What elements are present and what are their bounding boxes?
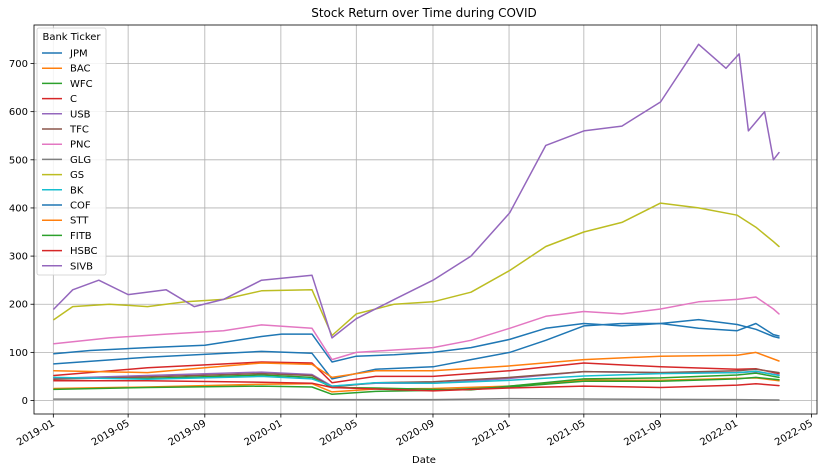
legend-label-hsbc: HSBC bbox=[70, 246, 98, 257]
legend-label-bac: BAC bbox=[70, 64, 91, 75]
series-lines bbox=[53, 43, 780, 401]
y-tick-label: 0 bbox=[22, 396, 28, 407]
y-tick-label: 700 bbox=[9, 59, 28, 70]
series-line-sivb bbox=[53, 43, 780, 339]
series-line-jpm bbox=[53, 318, 780, 363]
legend-label-jpm: JPM bbox=[69, 49, 88, 60]
legend-label-pnc: PNC bbox=[70, 140, 91, 151]
grid bbox=[34, 25, 817, 414]
legend-box bbox=[36, 27, 107, 276]
y-tick-label: 200 bbox=[9, 300, 28, 311]
plot-area-frame bbox=[33, 24, 818, 415]
legend: Bank Ticker JPM BAC WFC C USB TFC PNC GLG GS BK CO… bbox=[36, 27, 107, 276]
legend-title: Bank Ticker bbox=[42, 32, 101, 43]
series-line-pnc bbox=[53, 296, 780, 361]
series-line-c bbox=[53, 361, 780, 384]
y-tick-label: 400 bbox=[9, 203, 28, 214]
series-line-glg bbox=[53, 397, 780, 401]
series-line-tfc bbox=[53, 368, 780, 388]
legend-label-tfc: TFC bbox=[69, 125, 89, 136]
legend-label-wfc: WFC bbox=[70, 79, 93, 90]
series-line-stt bbox=[53, 351, 780, 379]
legend-label-gs: GS bbox=[70, 170, 84, 181]
legend-label-glg: GLG bbox=[70, 155, 91, 166]
y-tick-label: 300 bbox=[9, 252, 28, 263]
series-line-hsbc bbox=[53, 380, 780, 392]
legend-label-stt: STT bbox=[70, 216, 89, 227]
legend-label-usb: USB bbox=[70, 109, 91, 120]
legend-label-cof: COF bbox=[70, 201, 91, 212]
legend-items: JPM BAC WFC C USB TFC PNC GLG GS BK COF STT FITB HSBC… bbox=[42, 49, 98, 272]
legend-label-fitb: FITB bbox=[70, 231, 92, 242]
series-line-bk bbox=[53, 370, 780, 387]
y-tick-label: 100 bbox=[9, 348, 28, 359]
legend-label-sivb: SIVB bbox=[70, 261, 93, 272]
chart-title: Stock Return over Time during COVID bbox=[311, 6, 537, 20]
y-tick-label: 600 bbox=[9, 107, 28, 118]
x-axis-label: Date bbox=[412, 455, 436, 466]
y-tick-label: 500 bbox=[9, 155, 28, 166]
series-line-gs bbox=[53, 202, 780, 337]
y-axis-ticks: 0 100 200 300 400 500 600 700 bbox=[9, 59, 34, 407]
legend-label-bk: BK bbox=[70, 185, 84, 196]
series-line-cof bbox=[53, 322, 780, 380]
legend-label-c: C bbox=[70, 94, 77, 105]
